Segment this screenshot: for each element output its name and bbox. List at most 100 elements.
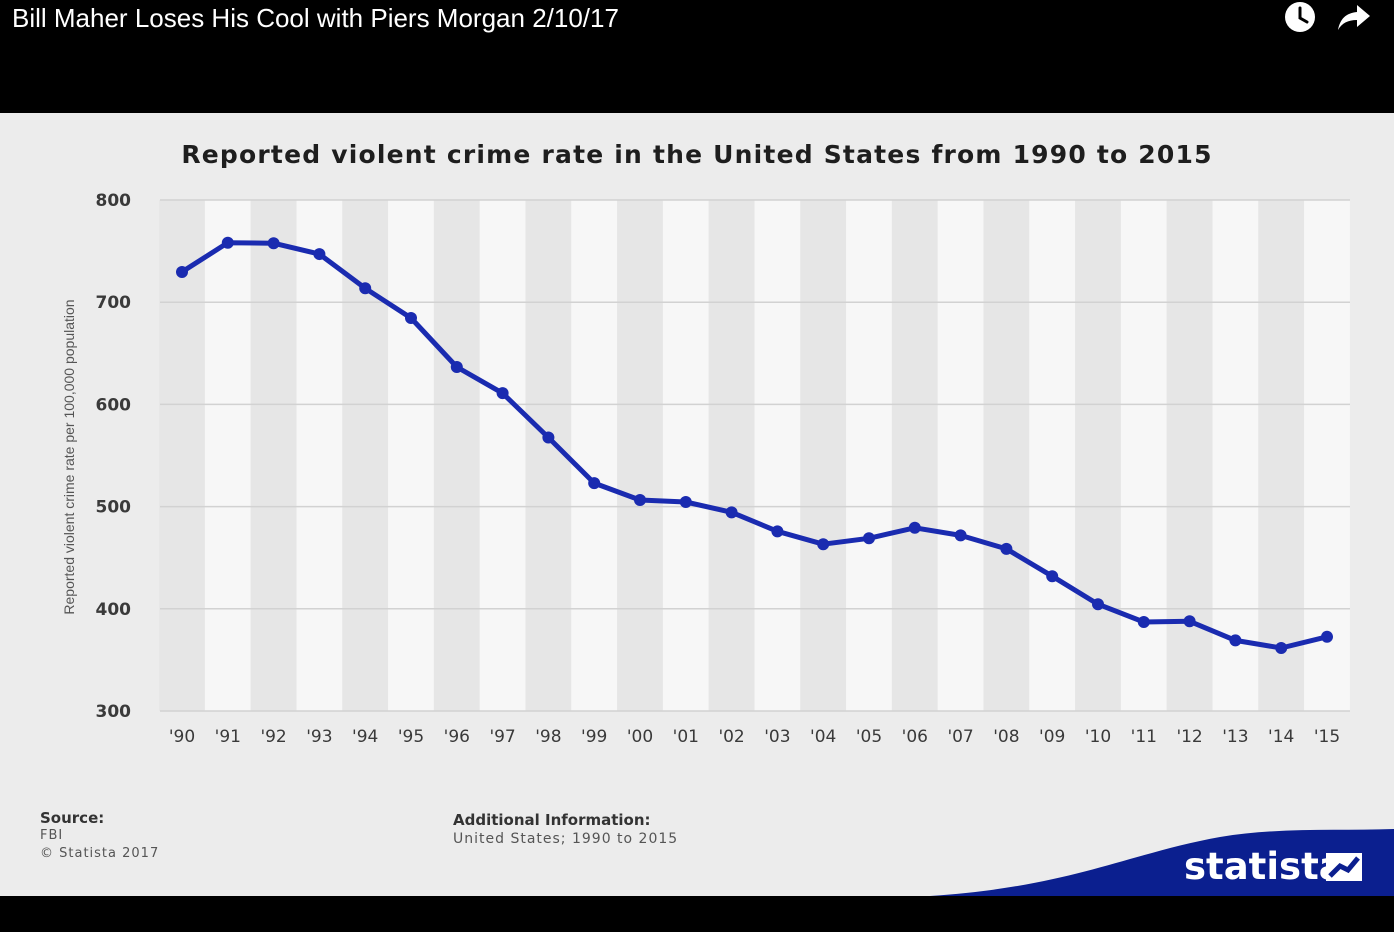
data-point [1229, 634, 1242, 647]
data-point [679, 496, 692, 509]
x-tick-label: '99 [581, 727, 607, 747]
data-point [496, 387, 509, 400]
source-line-fbi: FBI [40, 828, 64, 843]
x-tick-label: '97 [489, 727, 515, 747]
data-point [908, 521, 921, 534]
chart-title: Reported violent crime rate in the Unite… [181, 140, 1213, 169]
additional-info-heading: Additional Information: [453, 811, 651, 829]
share-arrow-icon[interactable] [1337, 1, 1371, 33]
data-point [1092, 598, 1104, 611]
data-point [176, 265, 188, 278]
y-tick-label: 500 [96, 498, 132, 518]
data-point [221, 236, 234, 249]
stripe [983, 200, 1030, 711]
x-tick-label: '01 [673, 727, 699, 747]
data-point [863, 532, 875, 545]
x-tick-label: '03 [764, 727, 790, 747]
data-point [313, 248, 326, 261]
data-point [588, 477, 601, 490]
x-tick-label: '05 [856, 727, 882, 747]
stripe [159, 200, 205, 711]
source-heading: Source: [40, 809, 105, 827]
background-stripes [159, 200, 1350, 711]
chart-frame: 300 400 500 600 700 800 '90 '91 '92 '93 '94 '95 '96… [0, 113, 1394, 896]
video-top-bar: Bill Maher Loses His Cool with Piers Mor… [0, 0, 1394, 113]
clock-icon[interactable] [1284, 1, 1316, 33]
x-tick-label: '95 [398, 727, 424, 747]
y-axis-label: Reported violent crime rate per 100,000 … [61, 299, 77, 615]
y-tick-label: 600 [96, 395, 132, 415]
stripe [571, 200, 618, 711]
source-line-copyright: © Statista 2017 [40, 846, 160, 861]
stripe [846, 200, 892, 711]
stripe [754, 200, 801, 711]
gridlines [160, 199, 1350, 712]
stripe [1166, 200, 1213, 711]
x-tick-label: '92 [260, 727, 286, 747]
stripe [479, 200, 526, 711]
x-tick-label: '94 [352, 727, 378, 747]
data-point [1046, 570, 1059, 583]
stripe [937, 200, 984, 711]
stripe [617, 200, 663, 711]
x-tick-label: '09 [1039, 727, 1065, 747]
data-points [176, 236, 1333, 655]
x-tick-label: '02 [718, 727, 744, 747]
series-line [179, 240, 1330, 651]
x-tick-label: '98 [535, 727, 561, 747]
y-axis-ticks: 300 400 500 600 700 800 [96, 191, 132, 722]
data-point [771, 525, 784, 538]
stripe [891, 200, 938, 711]
data-point [817, 538, 830, 551]
stripe [708, 200, 755, 711]
x-tick-label: '91 [215, 727, 241, 747]
x-axis-ticks: '90 '91 '92 '93 '94 '95 '96 '97 '98 '99 '00 '01 '02 '… [169, 727, 1340, 747]
additional-info-line: United States; 1990 to 2015 [453, 831, 679, 847]
x-tick-label: '08 [993, 727, 1019, 747]
stripe [204, 200, 251, 711]
statista-logo-text: statista [1184, 845, 1344, 888]
data-point [1321, 630, 1333, 643]
video-bottom-bar [0, 896, 1394, 932]
y-tick-label: 400 [96, 600, 132, 620]
x-tick-label: '13 [1222, 727, 1248, 747]
stripe [1304, 200, 1350, 711]
data-point [634, 493, 646, 506]
y-tick-label: 700 [96, 293, 132, 313]
x-tick-label: '00 [627, 727, 653, 747]
stripe [388, 200, 434, 711]
stripe [433, 200, 480, 711]
stripe [662, 200, 709, 711]
x-tick-label: '93 [306, 727, 332, 747]
x-tick-label: '06 [902, 727, 928, 747]
data-point [542, 431, 555, 444]
video-title[interactable]: Bill Maher Loses His Cool with Piers Mor… [12, 3, 619, 33]
stripe [1029, 200, 1076, 711]
data-point [725, 506, 738, 519]
stripe [1212, 200, 1259, 711]
brand-swoosh [930, 829, 1394, 896]
data-point [450, 360, 463, 373]
data-point [1275, 642, 1288, 655]
y-tick-label: 800 [96, 191, 132, 211]
stripe [296, 200, 343, 711]
stripe [250, 200, 297, 711]
statista-logo-icon [1326, 853, 1362, 881]
x-tick-label: '10 [1085, 727, 1111, 747]
stripe [1258, 200, 1305, 711]
data-point [1000, 542, 1013, 555]
x-tick-label: '96 [444, 727, 470, 747]
line-chart: 300 400 500 600 700 800 '90 '91 '92 '93 '94 '95 '96… [96, 191, 1350, 747]
data-point [1137, 615, 1150, 628]
data-point [1183, 615, 1196, 628]
stripe [800, 200, 847, 711]
x-tick-label: '15 [1314, 727, 1340, 747]
x-tick-label: '07 [947, 727, 973, 747]
x-tick-label: '04 [810, 727, 836, 747]
data-point [954, 529, 967, 542]
data-point [405, 312, 417, 325]
stripe [1075, 200, 1121, 711]
x-tick-label: '14 [1268, 727, 1294, 747]
data-point [359, 282, 372, 295]
stripe [1120, 200, 1167, 711]
